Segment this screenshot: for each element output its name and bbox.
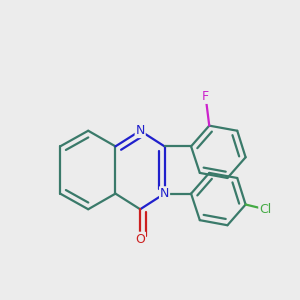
Text: Cl: Cl bbox=[259, 203, 272, 216]
Text: O: O bbox=[135, 232, 145, 246]
Text: F: F bbox=[202, 90, 209, 103]
Text: N: N bbox=[160, 187, 169, 200]
Text: N: N bbox=[136, 124, 145, 137]
